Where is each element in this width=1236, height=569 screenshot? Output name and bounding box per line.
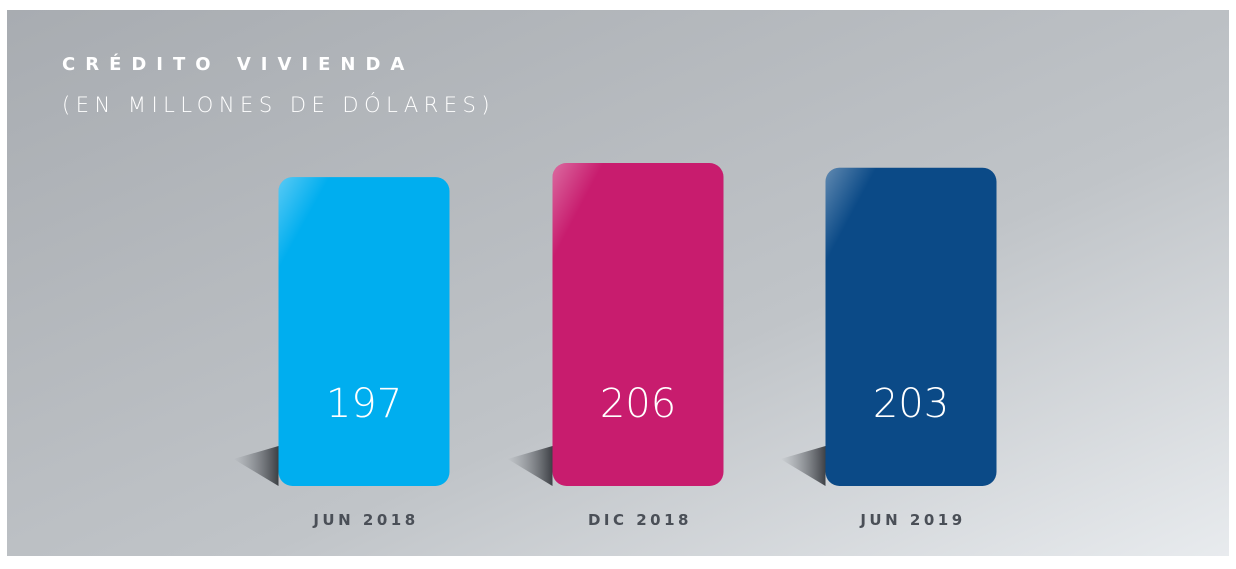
bar-shadow: [507, 446, 553, 486]
chart-title: CRÉDITO VIVIENDA: [62, 53, 414, 75]
x-tick-label: JUN 2018: [312, 511, 418, 529]
chart-subtitle: (EN MILLONES DE DÓLARES): [62, 92, 495, 117]
value-label: 206: [600, 381, 676, 427]
x-tick-label: JUN 2019: [859, 511, 965, 529]
value-label: 197: [326, 381, 402, 427]
bar-gloss: [278, 177, 450, 487]
bar-shadow: [233, 446, 279, 486]
bar-gloss: [825, 167, 997, 486]
bar-shadow: [780, 446, 826, 486]
value-label: 203: [873, 381, 949, 427]
x-tick-label: DIC 2018: [588, 511, 692, 529]
bar-gloss: [552, 163, 724, 486]
